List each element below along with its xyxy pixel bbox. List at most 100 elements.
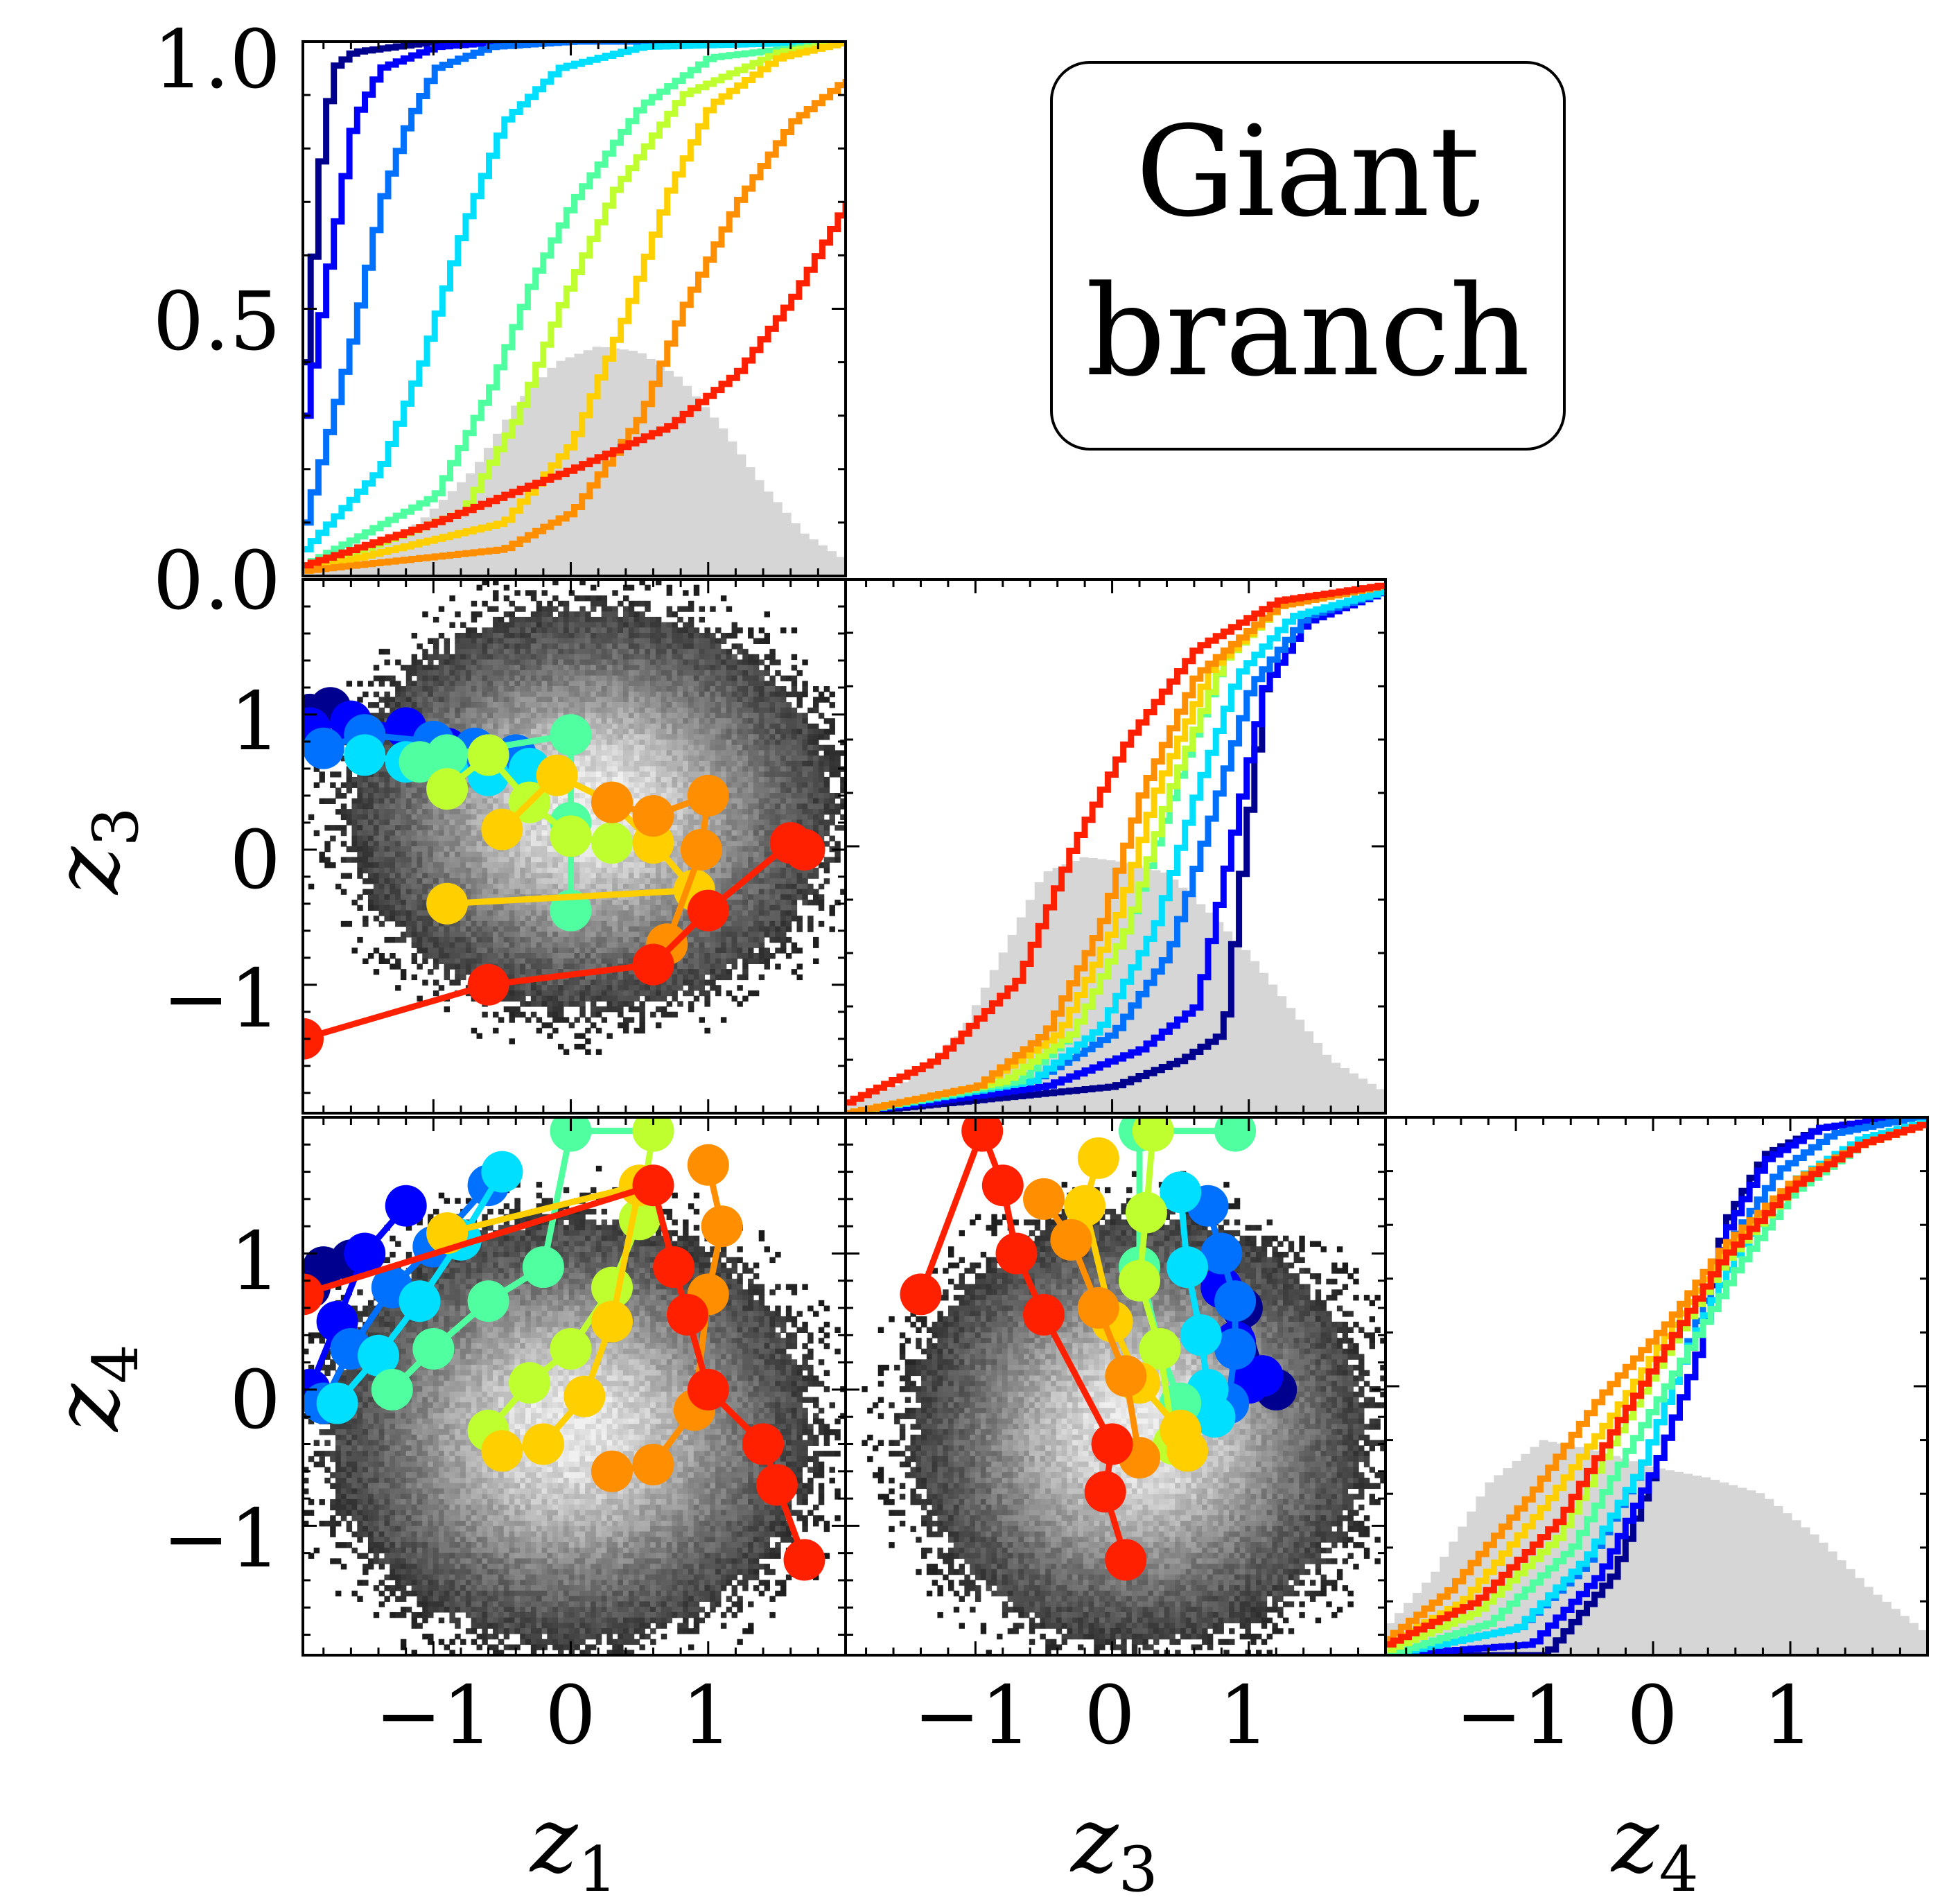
density-cell [618, 883, 624, 890]
density-cell [683, 649, 689, 655]
density-cell [530, 1011, 537, 1017]
density-cell [661, 766, 667, 772]
density-cell [612, 744, 618, 751]
density-cell [476, 803, 482, 810]
density-cell [530, 932, 537, 938]
density-cell [444, 691, 451, 697]
density-cell [628, 744, 635, 751]
density-cell [405, 825, 412, 831]
density-cell [378, 900, 385, 906]
density-cell [378, 878, 385, 884]
density-cell [482, 857, 488, 863]
density-cell [622, 750, 629, 756]
density-cell [351, 947, 358, 954]
density-cell [503, 611, 510, 618]
density-cell [471, 723, 478, 730]
density-cell [574, 681, 580, 687]
density-cell [661, 659, 667, 665]
density-cell [547, 750, 553, 756]
density-cell [547, 990, 553, 997]
density-cell [411, 825, 418, 831]
density-cell [672, 638, 678, 644]
density-cell [460, 649, 466, 655]
density-cell [699, 670, 706, 676]
density-cell [639, 734, 645, 740]
density-cell [672, 776, 678, 783]
density-cell [737, 713, 743, 719]
density-cell [455, 932, 461, 938]
density-cell [541, 750, 548, 756]
density-cell [612, 627, 618, 634]
density-cell [618, 633, 624, 639]
density-cell [552, 691, 559, 697]
density-cell [503, 905, 510, 911]
density-cell [579, 707, 586, 714]
density-cell [737, 974, 743, 981]
density-cell [628, 638, 635, 644]
density-cell [595, 883, 602, 890]
density-cell [487, 953, 493, 959]
density-cell [672, 643, 678, 649]
density-cell [720, 681, 727, 687]
density-cell [417, 707, 423, 714]
density-cell [530, 707, 537, 714]
density-cell [606, 947, 613, 954]
density-cell [471, 633, 478, 639]
density-cell [449, 707, 455, 714]
density-cell [601, 670, 608, 676]
density-cell [590, 622, 597, 628]
density-cell [731, 627, 737, 634]
density-cell [487, 670, 493, 676]
density-cell [563, 862, 570, 868]
density-cell [558, 659, 564, 665]
density-cell [449, 686, 455, 692]
density-cell [622, 670, 629, 676]
density-cell [465, 670, 472, 676]
density-cell [417, 798, 423, 804]
density-cell [601, 665, 608, 671]
density-cell [585, 926, 591, 932]
density-cell [558, 883, 564, 890]
density-cell [650, 916, 656, 922]
density-cell [595, 691, 602, 697]
density-cell [579, 947, 586, 954]
density-cell [563, 985, 570, 991]
density-cell [726, 916, 733, 922]
density-cell [520, 665, 526, 671]
density-cell [628, 691, 635, 697]
density-cell [476, 835, 482, 841]
density-cell [622, 691, 629, 697]
density-cell [503, 947, 510, 954]
density-cell [536, 707, 543, 714]
density-cell [639, 878, 645, 884]
density-cell [677, 633, 683, 639]
density-cell [428, 825, 434, 831]
density-cell [449, 963, 455, 970]
density-cell [601, 776, 608, 783]
density-cell [585, 750, 591, 756]
density-cell [411, 835, 418, 841]
density-cell [688, 718, 694, 724]
density-cell [585, 665, 591, 671]
density-cell [568, 702, 575, 708]
density-cell [471, 873, 478, 879]
density-cell [622, 611, 629, 618]
density-cell [536, 900, 543, 906]
density-cell [618, 718, 624, 724]
density-cell [693, 819, 700, 826]
density-cell [622, 936, 629, 943]
density-cell [606, 756, 613, 762]
density-cell [482, 723, 488, 730]
density-cell [530, 926, 537, 932]
density-cell [639, 926, 645, 932]
density-cell [514, 910, 521, 916]
density-cell [585, 702, 591, 708]
density-cell [606, 942, 613, 948]
density-cell [585, 920, 591, 927]
density-cell [590, 963, 597, 970]
density-cell [367, 835, 374, 841]
density-cell [373, 793, 380, 799]
density-cell [476, 846, 482, 853]
density-cell [438, 825, 445, 831]
density-cell [579, 990, 586, 997]
